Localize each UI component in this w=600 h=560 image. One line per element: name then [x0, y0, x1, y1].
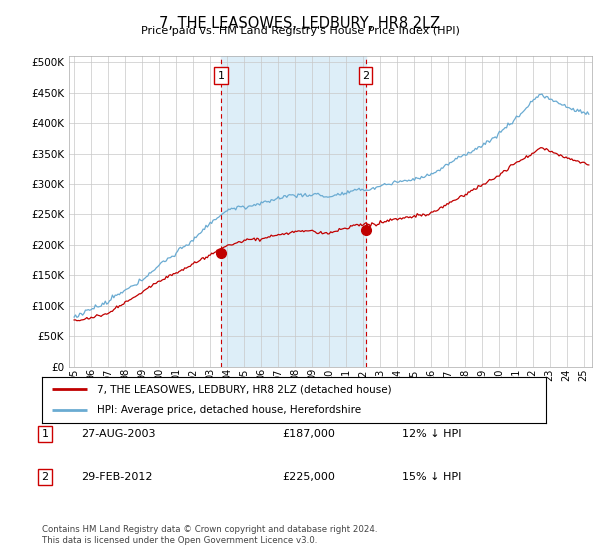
Text: 15% ↓ HPI: 15% ↓ HPI — [402, 472, 461, 482]
Text: 7, THE LEASOWES, LEDBURY, HR8 2LZ: 7, THE LEASOWES, LEDBURY, HR8 2LZ — [160, 16, 440, 31]
Bar — [221, 56, 366, 367]
Text: Contains HM Land Registry data © Crown copyright and database right 2024.
This d: Contains HM Land Registry data © Crown c… — [42, 525, 377, 545]
Text: £187,000: £187,000 — [282, 429, 335, 439]
Text: 12% ↓ HPI: 12% ↓ HPI — [402, 429, 461, 439]
Text: 29-FEB-2012: 29-FEB-2012 — [81, 472, 152, 482]
Text: Price paid vs. HM Land Registry's House Price Index (HPI): Price paid vs. HM Land Registry's House … — [140, 26, 460, 36]
Text: £225,000: £225,000 — [282, 472, 335, 482]
Text: 2: 2 — [41, 472, 49, 482]
Text: 27-AUG-2003: 27-AUG-2003 — [81, 429, 155, 439]
Text: 2: 2 — [362, 71, 370, 81]
Text: HPI: Average price, detached house, Herefordshire: HPI: Average price, detached house, Here… — [97, 405, 362, 416]
Text: 7, THE LEASOWES, LEDBURY, HR8 2LZ (detached house): 7, THE LEASOWES, LEDBURY, HR8 2LZ (detac… — [97, 384, 392, 394]
Text: 1: 1 — [41, 429, 49, 439]
Text: 1: 1 — [218, 71, 224, 81]
